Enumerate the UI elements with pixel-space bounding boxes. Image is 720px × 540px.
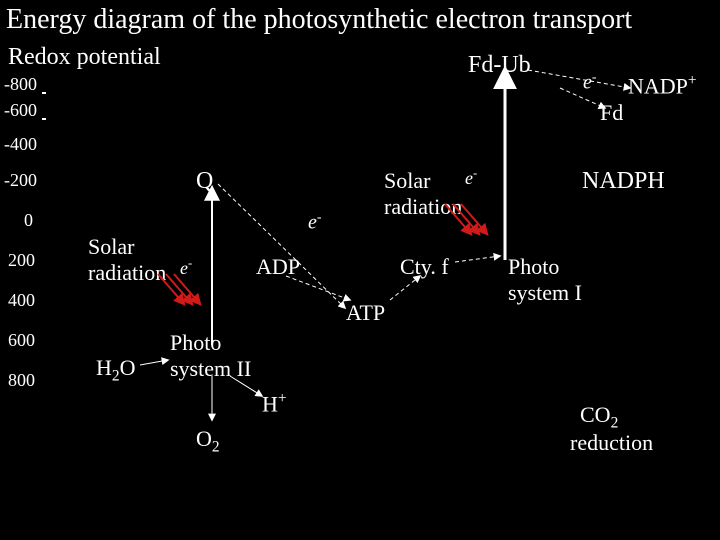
label-e-mid: e- xyxy=(308,210,322,235)
label-e-sr2: e- xyxy=(465,166,477,189)
label-adp: ADP xyxy=(256,254,300,280)
label-cyt-f: Cty. f xyxy=(400,254,449,280)
label-atp: ATP xyxy=(346,300,385,326)
label-psI-1: Photo xyxy=(508,254,559,280)
arrow-cyt-psI xyxy=(455,256,500,262)
label-e-sr1: e- xyxy=(180,256,192,279)
tick--200: -200 xyxy=(4,170,37,191)
arrow-q-to-atp xyxy=(218,184,345,308)
axis-label: Redox potential xyxy=(8,44,161,71)
title: Energy diagram of the photosynthetic ele… xyxy=(6,4,632,36)
tick-800: 800 xyxy=(8,370,35,391)
label-q: Q xyxy=(196,168,213,195)
arrow-h2o-ps xyxy=(140,360,168,365)
label-solar-1-b: radiation xyxy=(88,260,166,286)
label-nadp-plus: NADP+ xyxy=(628,72,697,99)
arrow-fd-nadp xyxy=(528,70,630,88)
tick--600: -600 xyxy=(4,100,37,121)
label-co2-a: CO2 xyxy=(580,402,618,432)
label-solar-2-b: radiation xyxy=(384,194,462,220)
label-e-top: e- xyxy=(583,70,597,95)
label-fd-ub: Fd-Ub xyxy=(468,52,531,79)
label-co2-b: reduction xyxy=(570,430,653,456)
label-solar-1-a: Solar xyxy=(88,234,134,260)
solar-arrow-icon xyxy=(461,204,487,234)
tick--800: -800 xyxy=(4,74,37,95)
tick-0: 0 xyxy=(24,210,33,231)
tick-divider-1 xyxy=(42,92,46,94)
tick-divider-2 xyxy=(42,118,46,120)
label-h-plus: H+ xyxy=(262,390,287,417)
label-solar-2-a: Solar xyxy=(384,168,430,194)
label-h2o: H2O xyxy=(96,355,135,385)
tick-600: 600 xyxy=(8,330,35,351)
diagram-stage: Energy diagram of the photosynthetic ele… xyxy=(0,0,720,540)
label-nadph: NADPH xyxy=(582,168,665,195)
label-fd: Fd xyxy=(600,100,623,126)
label-psII-1: Photo xyxy=(170,330,221,356)
label-psII-2: system II xyxy=(170,356,251,382)
tick--400: -400 xyxy=(4,134,37,155)
label-o2: O2 xyxy=(196,426,220,456)
tick-200: 200 xyxy=(8,250,35,271)
label-psI-2: system I xyxy=(508,280,582,306)
tick-400: 400 xyxy=(8,290,35,311)
